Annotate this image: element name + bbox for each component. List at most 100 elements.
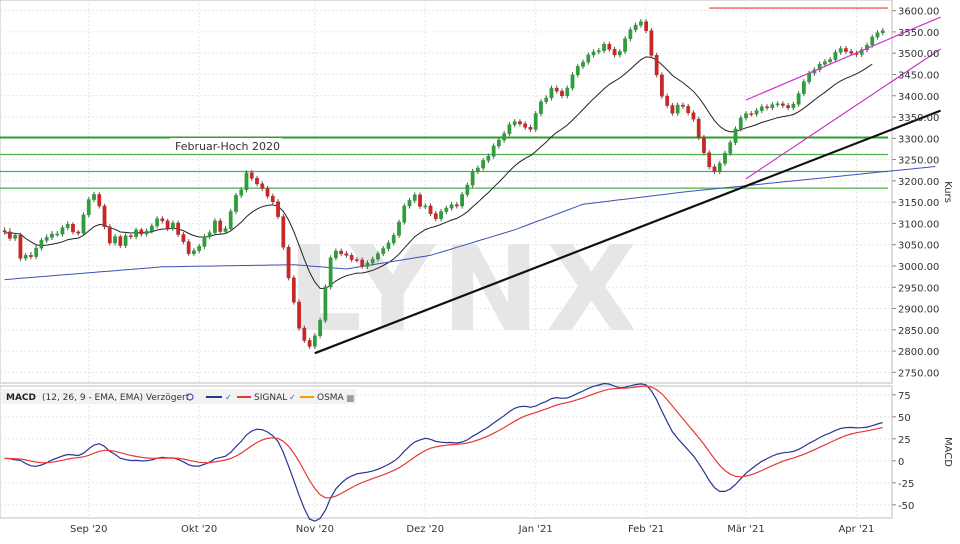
legend-check-icon[interactable]: ✓ bbox=[225, 393, 232, 402]
candle-body bbox=[113, 236, 117, 244]
candle-body bbox=[370, 258, 375, 264]
candle-body bbox=[39, 240, 44, 249]
candle-body bbox=[691, 112, 696, 120]
candle-body bbox=[596, 50, 601, 53]
x-axis: Sep '20 Okt '20 Nov '20 Dez '20 Jan '21 Feb '… bbox=[70, 524, 874, 535]
candle-body bbox=[838, 48, 843, 53]
candle-body bbox=[791, 104, 796, 108]
moving-average-line bbox=[4, 56, 873, 290]
candle-body bbox=[723, 152, 727, 164]
candle-body bbox=[533, 113, 538, 130]
macd-legend-title: MACD bbox=[6, 393, 36, 403]
x-tick-label: Sep '20 bbox=[70, 524, 108, 535]
candle-body bbox=[218, 220, 223, 232]
candle-body bbox=[318, 320, 322, 337]
candle-body bbox=[213, 220, 217, 234]
candle-body bbox=[454, 204, 459, 207]
candle-body bbox=[386, 242, 391, 249]
candle-body bbox=[686, 106, 691, 114]
candle-body bbox=[460, 194, 464, 207]
price-y-axis: 2750.00 2800.00 2850.00 2900.00 2950.00 3000.… bbox=[892, 7, 939, 379]
candle-body bbox=[549, 87, 554, 99]
candle-body bbox=[360, 259, 365, 267]
candle-body bbox=[18, 235, 23, 259]
candle-body bbox=[134, 229, 138, 237]
candle-body bbox=[475, 167, 480, 172]
price-y-tick-label: 3250.00 bbox=[898, 156, 939, 167]
candle-body bbox=[71, 224, 75, 233]
macd-y-axis-label: MACD bbox=[942, 437, 953, 467]
candle-body bbox=[255, 178, 259, 185]
candle-body bbox=[391, 235, 396, 244]
horizontal-levels bbox=[0, 7, 888, 189]
price-y-tick-label: 3100.00 bbox=[898, 219, 939, 230]
candle-body bbox=[649, 30, 654, 56]
candle-body bbox=[265, 188, 270, 197]
candle-body bbox=[65, 224, 70, 228]
candle-body bbox=[870, 36, 875, 46]
candle-body bbox=[717, 163, 722, 172]
annotation-label: Februar-Hoch 2020 bbox=[175, 140, 280, 153]
candle-body bbox=[328, 257, 333, 288]
candle-body bbox=[502, 133, 507, 141]
candle-body bbox=[817, 64, 822, 71]
legend-more-icon[interactable]: ■ bbox=[346, 394, 355, 404]
candle-body bbox=[165, 220, 170, 229]
candle-body bbox=[102, 205, 107, 228]
candle-body bbox=[181, 234, 186, 242]
candle-body bbox=[602, 44, 606, 51]
candle-body bbox=[823, 61, 827, 65]
candle-body bbox=[617, 51, 622, 56]
candle-body bbox=[638, 21, 643, 26]
candle-body bbox=[239, 189, 244, 196]
candle-body bbox=[749, 113, 754, 115]
candle-body bbox=[628, 29, 633, 39]
candle-body bbox=[554, 87, 559, 92]
candle-body bbox=[107, 226, 112, 244]
candle-body bbox=[291, 277, 296, 303]
candle-body bbox=[423, 205, 428, 208]
price-y-tick-label: 3450.00 bbox=[898, 70, 939, 81]
candle-body bbox=[512, 121, 517, 125]
candle-body bbox=[249, 172, 254, 179]
price-y-tick-label: 2950.00 bbox=[898, 283, 939, 294]
candle-body bbox=[297, 301, 301, 329]
candle-body bbox=[97, 194, 102, 207]
macd-y-tick-label: 50 bbox=[898, 413, 911, 424]
candle-body bbox=[192, 250, 196, 254]
candle-body bbox=[523, 123, 528, 128]
price-y-tick-label: 3300.00 bbox=[898, 134, 939, 145]
legend-check-icon[interactable]: ✓ bbox=[289, 393, 296, 402]
candle-body bbox=[670, 105, 675, 114]
candle-body bbox=[633, 24, 638, 31]
candle-body bbox=[334, 250, 338, 259]
candle-body bbox=[770, 104, 775, 108]
settings-icon[interactable] bbox=[186, 393, 194, 401]
candle-body bbox=[849, 51, 854, 54]
candle-body bbox=[29, 255, 33, 257]
candle-body bbox=[518, 121, 522, 125]
candle-body bbox=[149, 225, 154, 232]
macd-y-tick-label: 25 bbox=[898, 435, 911, 446]
candle-body bbox=[491, 145, 496, 157]
candle-body bbox=[539, 101, 543, 114]
candle-body bbox=[412, 194, 417, 201]
candle-body bbox=[644, 21, 649, 31]
candle-body bbox=[828, 59, 833, 62]
candle-body bbox=[844, 48, 848, 52]
candle-body bbox=[465, 184, 470, 195]
price-y-tick-label: 2800.00 bbox=[898, 347, 939, 358]
candle-body bbox=[623, 38, 627, 52]
candle-body bbox=[60, 227, 65, 235]
candle-body bbox=[307, 340, 312, 347]
candle-body bbox=[144, 230, 149, 235]
candle-body bbox=[270, 195, 275, 202]
price-y-tick-label: 2900.00 bbox=[898, 305, 939, 316]
watermark-text: LYNX bbox=[287, 220, 643, 358]
candle-body bbox=[712, 166, 717, 172]
candle-body bbox=[23, 255, 28, 259]
candle-body bbox=[397, 221, 401, 236]
candle-body bbox=[481, 160, 486, 169]
candle-body bbox=[260, 183, 265, 189]
candle-body bbox=[801, 81, 806, 94]
